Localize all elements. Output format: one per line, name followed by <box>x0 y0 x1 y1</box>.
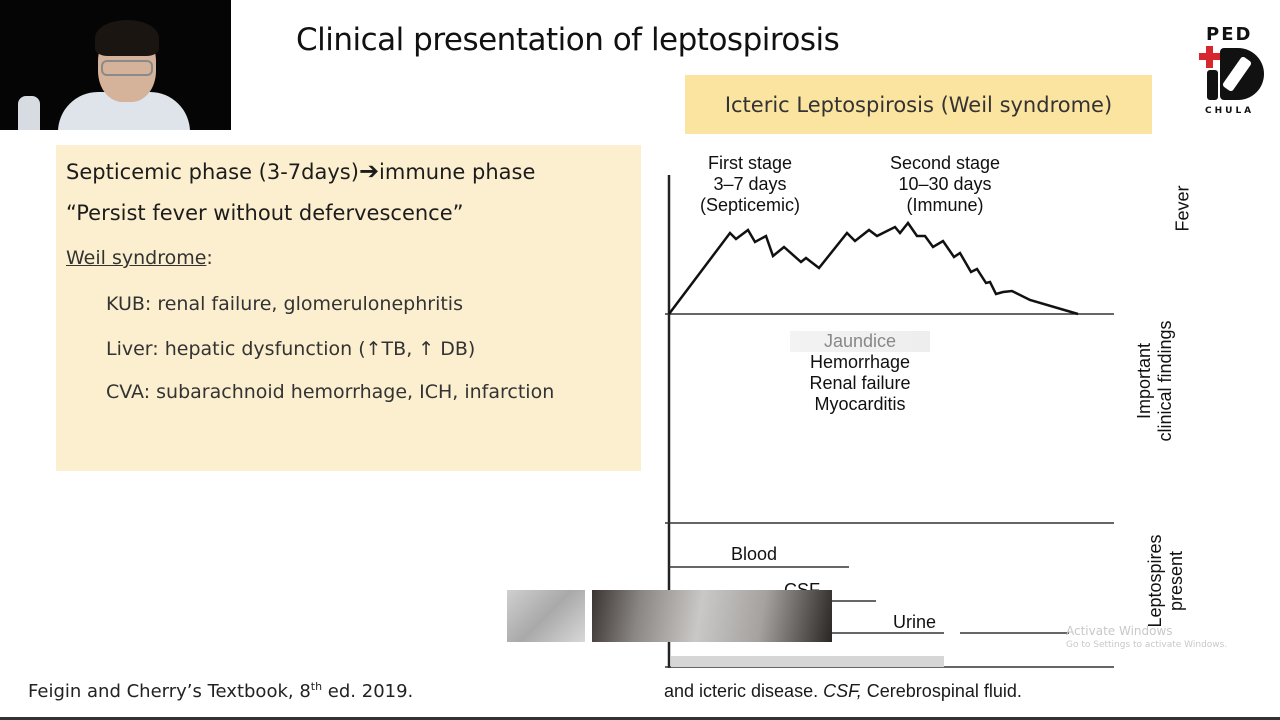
stage2-title: Second stage <box>889 153 1001 173</box>
banner-text: Icteric Leptospirosis (Weil syndrome) <box>724 92 1113 117</box>
colon: : <box>206 247 213 269</box>
row-label-clinical: clinical findings <box>1155 320 1175 442</box>
stage1-duration: 3–7 days <box>713 174 787 194</box>
webcam-presenter-hair <box>95 20 159 56</box>
figure-caption: and icteric disease. CSF, Cerebrospinal … <box>664 681 1022 702</box>
citation-year: ed. 2019. <box>322 681 414 702</box>
activate-windows-title: Activate Windows <box>1066 624 1173 638</box>
logo-ped-text: PED <box>1206 24 1253 45</box>
caption-text-b: Cerebrospinal fluid. <box>861 681 1022 701</box>
row-label-clinical-findings: Important clinical findings <box>1134 306 1176 456</box>
row-label-leptospires: Leptospires present <box>1145 521 1187 641</box>
logo-i-letter <box>1207 70 1218 100</box>
band-label-urine: Urine <box>893 612 937 632</box>
weil-syndrome-label: Weil syndrome <box>66 247 207 269</box>
first-stage-label: First stage 3–7 days (Septicemic) <box>688 153 812 216</box>
citation: Feigin and Cherry’s Textbook, 8th ed. 20… <box>28 680 413 702</box>
citation-text: Feigin and Cherry’s Textbook, 8 <box>28 681 311 702</box>
caption-italic: CSF, <box>823 681 862 701</box>
activate-windows-watermark: Activate Windows Go to Settings to activ… <box>1066 624 1227 650</box>
webcam-side-figure <box>18 96 40 130</box>
list-item-liver: Liver: hepatic dysfunction (↑TB, ↑ DB) <box>106 338 476 360</box>
figure-axes-and-curve <box>665 175 1114 668</box>
row-label-leptospires-1: Leptospires <box>1145 534 1165 628</box>
activate-windows-subtitle: Go to Settings to activate Windows. <box>1066 640 1228 650</box>
row-label-leptospires-2: present <box>1166 550 1186 612</box>
finding-jaundice: Jaundice <box>790 331 930 352</box>
logo-chula-text: CHULA <box>1205 106 1255 116</box>
slide-title: Clinical presentation of leptospirosis <box>296 22 840 58</box>
video-artifact-thumbnail <box>507 590 585 642</box>
weil-syndrome-banner: Icteric Leptospirosis (Weil syndrome) <box>685 75 1152 134</box>
finding-renal-failure: Renal failure <box>809 373 911 393</box>
bottom-border <box>0 717 1280 720</box>
right-arrow-icon: ➔ <box>358 157 380 185</box>
septicemic-phase-text: Septicemic phase (3-7days) <box>66 160 359 184</box>
video-artifact-strip <box>592 590 832 642</box>
summary-box: Septicemic phase (3-7days)➔immune phase … <box>56 145 641 471</box>
clinical-findings-list: Jaundice Hemorrhage Renal failure Myocar… <box>790 331 930 415</box>
weil-syndrome-heading: Weil syndrome: <box>66 247 213 269</box>
persist-fever-line: “Persist fever without defervescence” <box>66 201 464 225</box>
immune-phase-text: immune phase <box>379 160 536 184</box>
list-item-kub: KUB: renal failure, glomerulonephritis <box>106 293 463 315</box>
row-label-fever: Fever <box>1172 185 1193 232</box>
leptospirosis-timeline-figure: First stage 3–7 days (Septicemic) Second… <box>660 140 1220 710</box>
presenter-webcam <box>0 0 231 130</box>
row-label-important: Important <box>1134 342 1154 420</box>
finding-myocarditis: Myocarditis <box>814 394 906 414</box>
stage1-type: (Septicemic) <box>699 195 801 215</box>
stage2-duration: 10–30 days <box>898 174 992 194</box>
stage2-type: (Immune) <box>906 195 984 215</box>
red-cross-icon-bar <box>1199 53 1220 60</box>
stage1-title: First stage <box>707 153 793 173</box>
finding-hemorrhage: Hemorrhage <box>809 352 911 372</box>
webcam-presenter-glasses <box>101 60 153 76</box>
second-stage-label: Second stage 10–30 days (Immune) <box>870 153 1020 216</box>
band-label-blood: Blood <box>731 544 778 564</box>
ped-id-chula-logo: PED CHULA <box>1198 24 1268 118</box>
list-item-cva: CVA: subarachnoid hemorrhage, ICH, infar… <box>106 381 555 403</box>
caption-text-a: and icteric disease. <box>664 681 824 701</box>
phase-line: Septicemic phase (3-7days)➔immune phase <box>66 157 535 185</box>
citation-sup: th <box>310 680 323 693</box>
video-artifact-bar <box>671 656 944 667</box>
